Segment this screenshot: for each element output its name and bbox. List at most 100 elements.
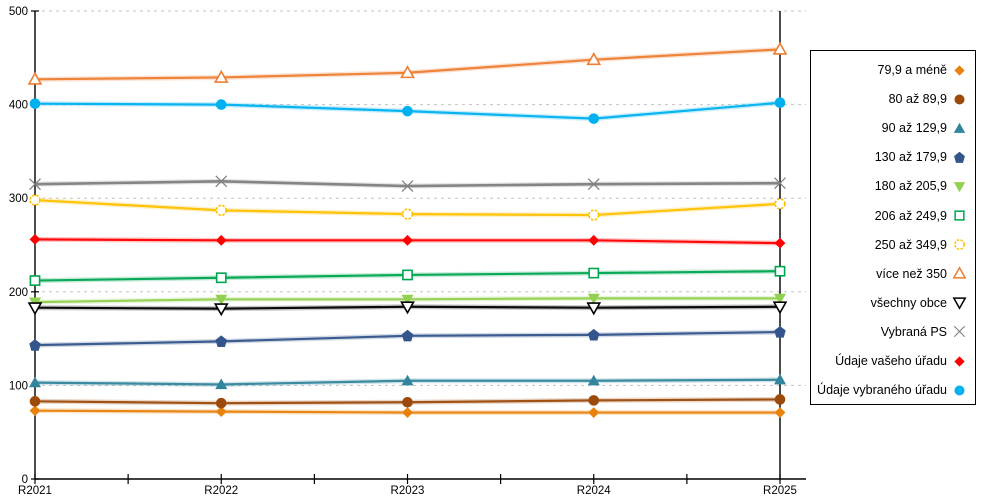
marker-pentagon-filled <box>588 328 600 341</box>
legend-item-label: všechny obce <box>870 295 947 310</box>
marker-x-cross <box>215 175 228 188</box>
series-7 <box>29 194 786 221</box>
x-tick-label: R2022 <box>204 485 238 497</box>
marker-circle-hollow <box>774 198 786 210</box>
marker-diamond-filled <box>774 407 786 418</box>
marker-triangle-up-filled <box>215 378 228 390</box>
legend-item: Vybraná PS <box>817 321 975 343</box>
marker-x-cross <box>401 180 414 192</box>
triangle-up-hollow-icon <box>952 266 967 279</box>
marker-square-hollow <box>588 267 600 279</box>
marker-circle-hollow <box>954 239 965 251</box>
marker-diamond-filled <box>402 407 413 418</box>
series-2 <box>29 394 786 409</box>
marker-diamond-filled <box>954 355 965 367</box>
series-8 <box>27 41 788 85</box>
marker-pentagon-filled <box>215 335 227 348</box>
legend-item: 130 až 179,9 <box>817 146 975 168</box>
marker-circle-filled <box>954 385 965 396</box>
marker-square-hollow <box>954 210 965 221</box>
marker-circle-filled <box>29 98 41 109</box>
series-6 <box>29 265 786 286</box>
marker-pentagon-filled <box>774 326 786 338</box>
legend-item-label: 130 až 179,9 <box>874 150 947 165</box>
x-tick-label: R2021 <box>18 485 52 497</box>
triangle-down-hollow-icon <box>952 297 967 311</box>
x-tick-label: R2025 <box>763 485 797 497</box>
series-4 <box>29 326 786 351</box>
legend-item: všechny obce <box>817 292 975 314</box>
marker-triangle-up-filled <box>587 374 600 386</box>
marker-circle-filled <box>215 397 227 409</box>
circle-filled-icon <box>954 94 965 105</box>
marker-triangle-down-hollow <box>27 302 43 316</box>
marker-circle-hollow <box>401 208 414 220</box>
legend-item: 206 až 249,9 <box>817 205 975 227</box>
marker-square-hollow <box>774 265 786 277</box>
diamond-filled-icon <box>954 64 965 76</box>
x-tick-label: R2023 <box>391 485 425 497</box>
marker-circle-filled <box>588 113 600 124</box>
marker-triangle-down-hollow <box>772 301 788 315</box>
marker-diamond-filled <box>215 234 227 246</box>
legend-item-label: Vybraná PS <box>880 324 947 339</box>
marker-circle-hollow <box>215 204 227 217</box>
marker-diamond-filled <box>954 64 965 76</box>
legend-item-label: Údaje vašeho úřadu <box>835 354 947 368</box>
marker-circle-filled <box>215 99 227 110</box>
marker-triangle-down-hollow <box>213 303 229 317</box>
marker-circle-filled <box>402 396 413 408</box>
legend-item: 90 až 129,9 <box>817 117 975 139</box>
marker-pentagon-filled <box>29 339 41 351</box>
marker-pentagon-filled <box>954 151 965 163</box>
marker-circle-hollow <box>588 209 600 221</box>
triangle-up-filled-icon <box>953 122 966 133</box>
marker-diamond-filled <box>29 405 41 417</box>
x-tick-label: R2024 <box>577 485 611 497</box>
series-9 <box>27 301 788 317</box>
marker-triangle-down-filled <box>774 293 786 305</box>
marker-square-hollow <box>29 275 41 286</box>
marker-triangle-down-hollow <box>586 302 602 316</box>
marker-circle-filled <box>774 97 786 109</box>
legend-item-label: 250 až 349,9 <box>874 237 947 252</box>
legend-item-label: 80 až 89,9 <box>888 92 947 107</box>
marker-pentagon-filled <box>401 329 414 342</box>
marker-triangle-down-filled <box>587 293 600 305</box>
marker-x-cross <box>29 178 41 191</box>
marker-circle-filled <box>29 396 41 407</box>
marker-diamond-filled <box>29 233 41 245</box>
legend-item: Údaje vašeho úřadu <box>817 350 975 372</box>
circle-hollow-icon <box>954 239 965 251</box>
legend-item: 250 až 349,9 <box>817 234 975 256</box>
marker-triangle-up-hollow <box>213 69 229 83</box>
series-10 <box>29 175 786 192</box>
series-3 <box>29 373 786 390</box>
marker-triangle-down-filled <box>953 182 966 193</box>
triangle-down-filled-icon <box>953 182 966 193</box>
marker-triangle-down-filled <box>215 294 228 306</box>
marker-triangle-up-hollow <box>400 65 415 79</box>
legend-item-label: Údaje vybraného úřadu <box>817 383 947 398</box>
marker-triangle-up-hollow <box>952 266 967 279</box>
legend-item-label: 206 až 249,9 <box>874 208 947 223</box>
marker-triangle-up-hollow <box>27 71 43 85</box>
pentagon-filled-icon <box>954 151 965 163</box>
legend-item-label: více než 350 <box>876 266 947 281</box>
marker-triangle-up-filled <box>401 374 414 386</box>
square-hollow-icon <box>954 210 965 221</box>
series-12 <box>29 97 786 124</box>
y-tick-label: 200 <box>9 287 28 299</box>
y-tick-label: 0 <box>22 474 28 486</box>
legend: 79,9 a méně 80 až 89,9 90 až 129,9 130 až 1… <box>810 50 976 405</box>
legend-item: více než 350 <box>817 263 975 285</box>
marker-diamond-filled <box>774 237 786 249</box>
marker-x-cross <box>953 326 966 338</box>
legend-item: 79,9 a méně <box>817 59 975 81</box>
marker-triangle-down-hollow <box>952 297 967 311</box>
legend-item: 80 až 89,9 <box>817 88 975 110</box>
legend-item-label: 79,9 a méně <box>877 63 948 77</box>
marker-triangle-up-filled <box>774 373 786 385</box>
